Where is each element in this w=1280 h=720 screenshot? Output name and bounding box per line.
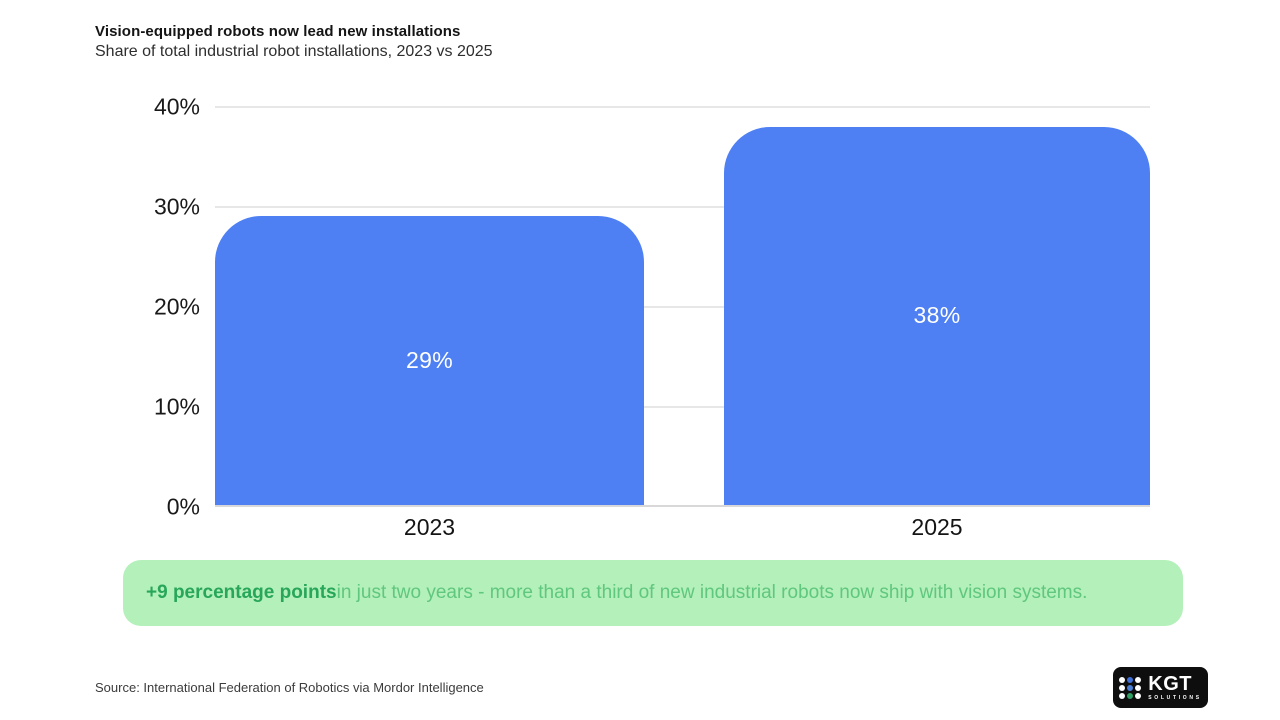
bar-2023-value-label: 29%: [406, 347, 453, 374]
logo-dot: [1135, 676, 1142, 683]
logo-dot: [1119, 684, 1126, 691]
plot-area: 29% 38%: [215, 106, 1150, 507]
callout-highlight: +9 percentage points: [146, 582, 337, 603]
y-axis: 40% 30% 20% 10% 0%: [80, 94, 200, 520]
logo-subtext: SOLUTIONS: [1148, 695, 1202, 701]
logo-dot: [1127, 684, 1134, 691]
dot-grid-icon: [1119, 676, 1142, 699]
chart-subtitle: Share of total industrial robot installa…: [95, 43, 493, 60]
logo-dot: [1119, 676, 1126, 683]
logo-dot: [1135, 692, 1142, 699]
logo-dot: [1127, 676, 1134, 683]
bar-2025-value-label: 38%: [913, 302, 961, 329]
y-tick-40: 40%: [153, 93, 200, 120]
logo-dot: [1119, 692, 1126, 699]
chart-title: Vision-equipped robots now lead new inst…: [95, 23, 461, 40]
gridline-40: [215, 106, 1150, 108]
gridline-10: [215, 406, 1150, 408]
source-attribution: Source: International Federation of Robo…: [95, 680, 484, 695]
x-label-2025: 2025: [911, 514, 963, 540]
callout-banner: +9 percentage points in just two years -…: [123, 560, 1183, 626]
callout-text: in just two years - more than a third of…: [336, 582, 1088, 603]
kgt-logo: KGT SOLUTIONS: [1113, 667, 1208, 708]
logo-dot: [1127, 692, 1134, 699]
y-tick-30: 30%: [153, 193, 200, 220]
y-tick-0: 0%: [166, 493, 200, 520]
logo-dot: [1135, 684, 1142, 691]
y-tick-20: 20%: [153, 293, 200, 320]
logo-text: KGT SOLUTIONS: [1148, 674, 1201, 701]
gridline-20: [215, 306, 1150, 308]
logo-name: KGT: [1148, 673, 1192, 695]
x-label-2023: 2023: [403, 514, 456, 540]
y-tick-10: 10%: [153, 393, 200, 420]
bar-2025: 38%: [724, 126, 1150, 505]
bar-2023: 29%: [215, 216, 644, 505]
gridline-30: [215, 206, 1150, 208]
